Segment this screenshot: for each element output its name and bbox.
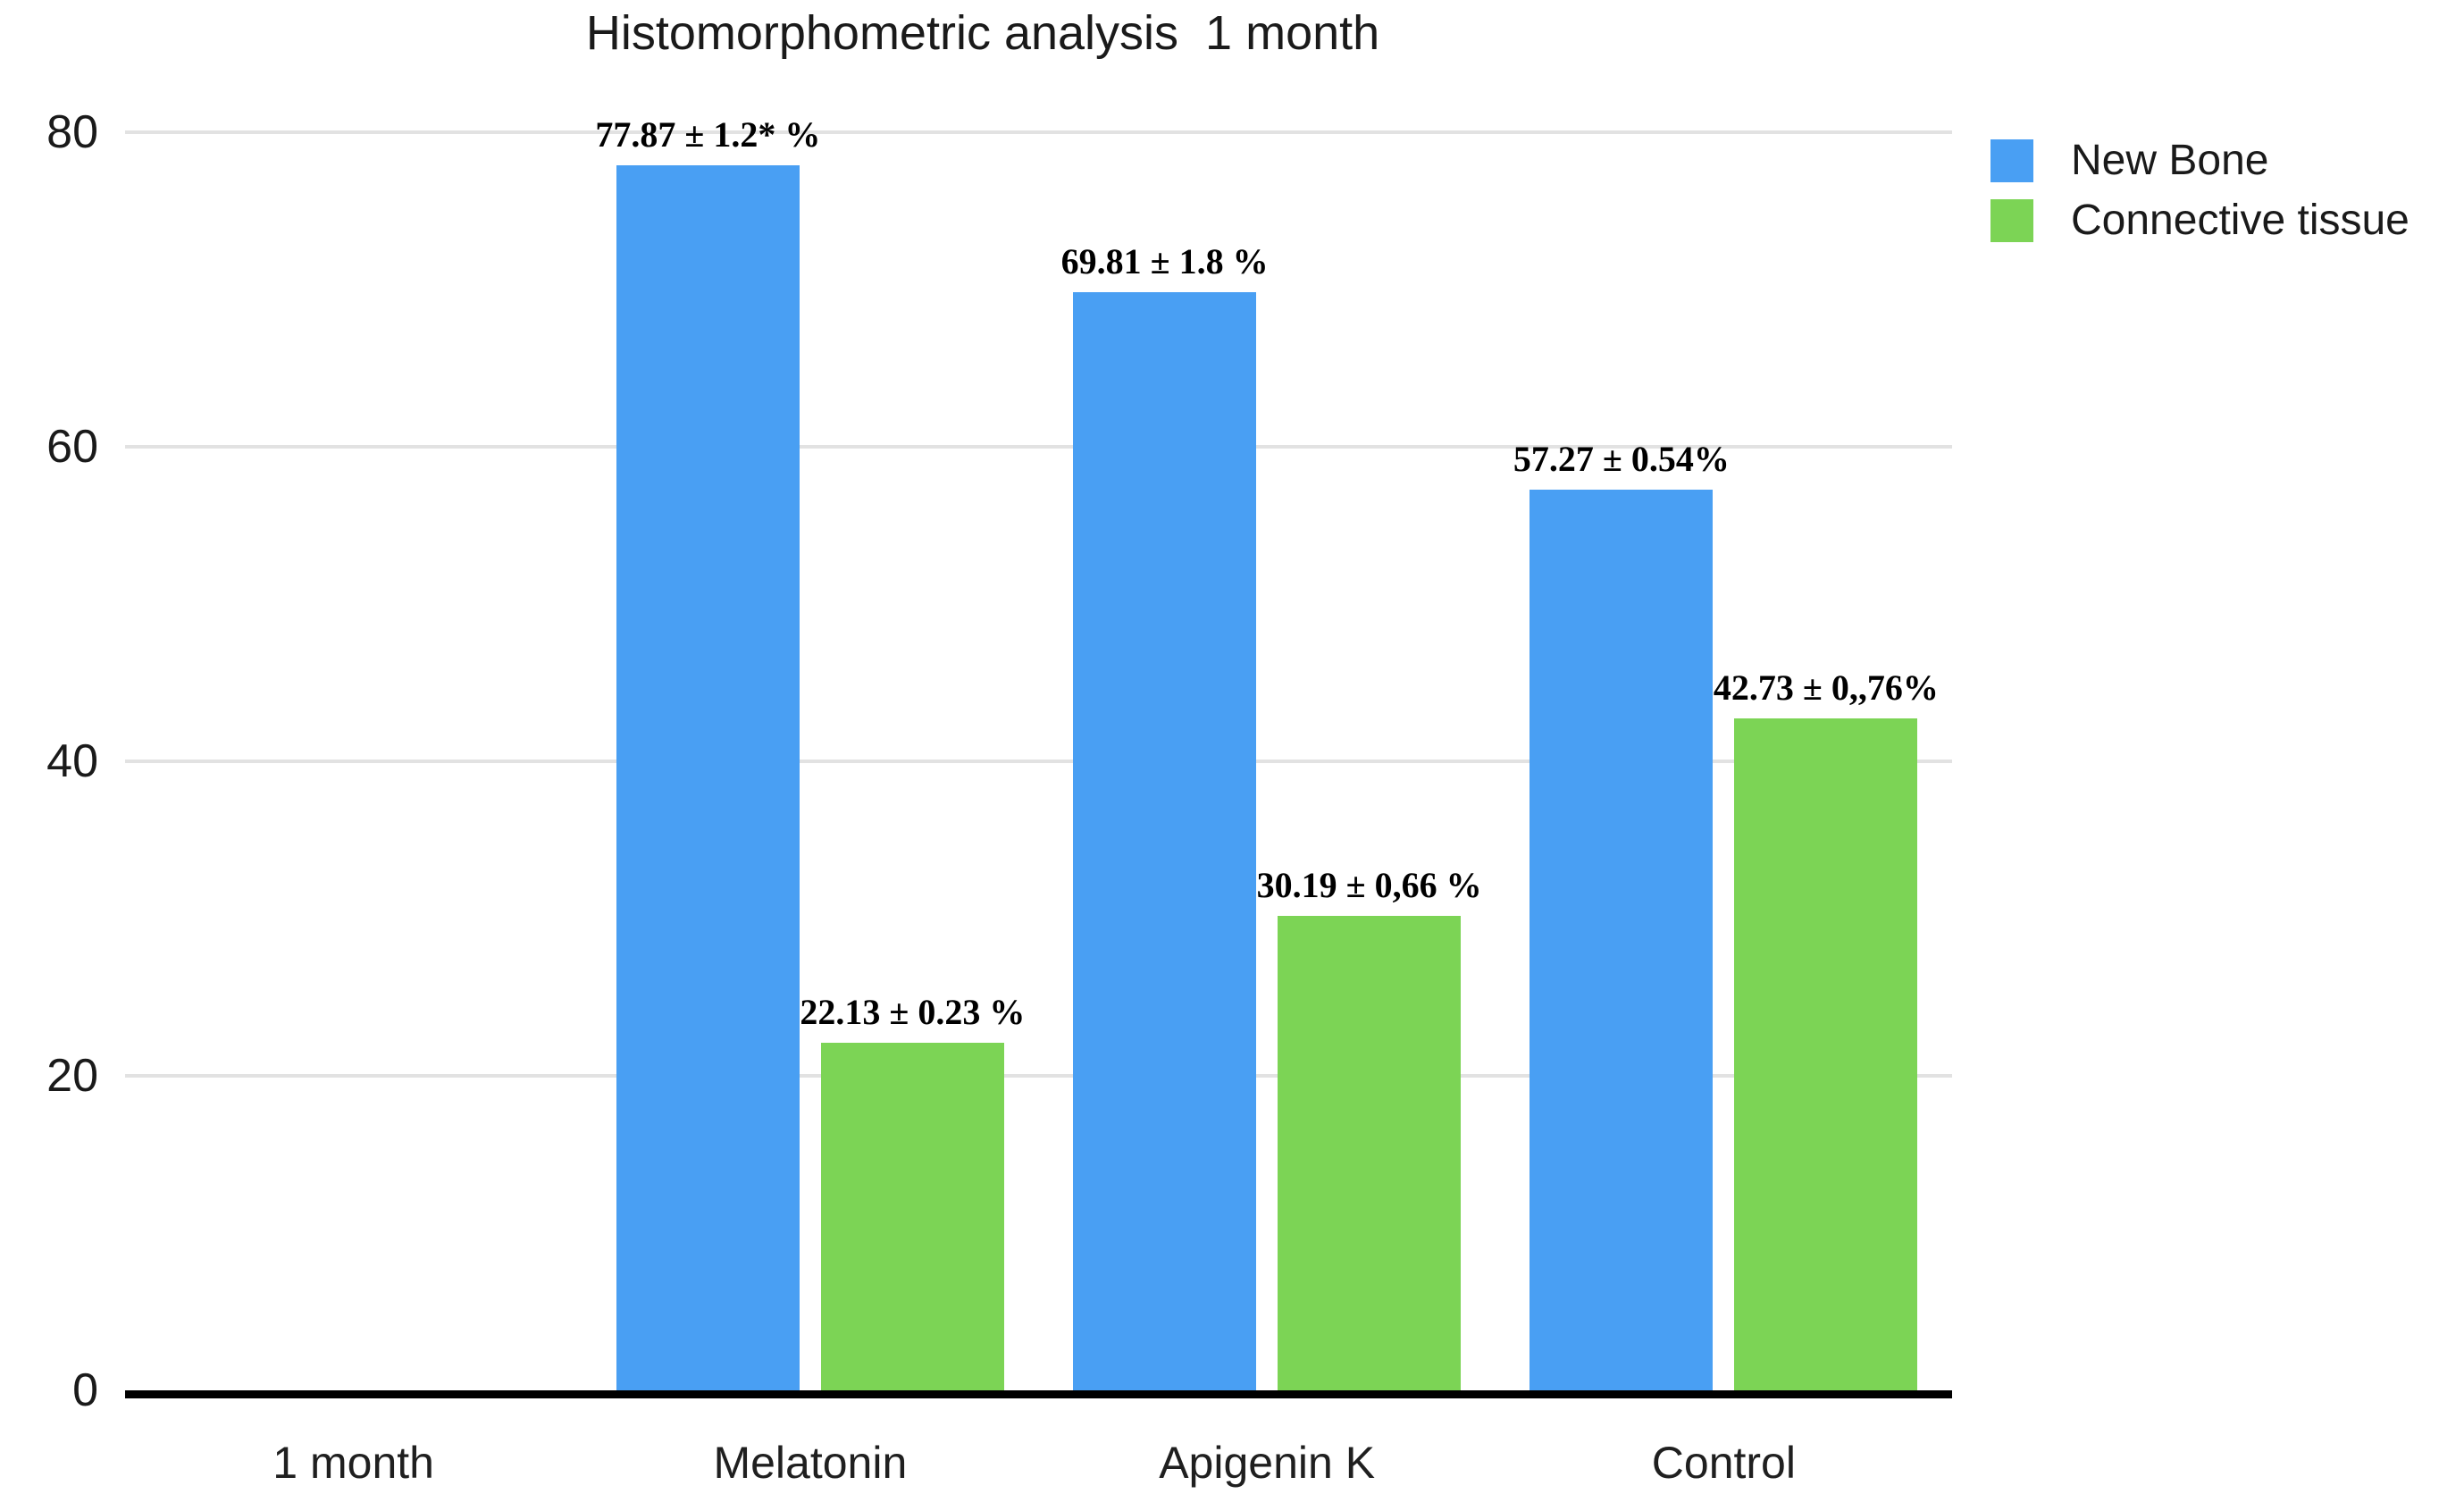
x-axis-category-label: Control <box>1651 1438 1796 1488</box>
x-axis-line <box>125 1390 1952 1398</box>
x-axis-category-label: 1 month <box>272 1438 434 1488</box>
legend-swatch-new-bone <box>1990 138 2033 182</box>
legend-label-connective-tissue: Connective tissue <box>2071 197 2410 244</box>
bar-value-label: 57.27 ± 0.54% <box>1513 439 1730 480</box>
legend-swatch-connective-tissue <box>1990 198 2033 242</box>
bar-new-bone-apigenin-k <box>1073 292 1257 1390</box>
y-axis-tick-label: 60 <box>46 421 98 473</box>
legend-row: New Bone <box>1990 136 2410 185</box>
y-axis-tick-label: 80 <box>46 106 98 158</box>
bar-connective-tissue-control <box>1734 718 1918 1390</box>
bar-new-bone-control <box>1530 490 1714 1390</box>
gridline <box>125 445 1952 449</box>
gridline <box>125 760 1952 763</box>
bar-value-label: 42.73 ± 0,,76% <box>1713 667 1939 708</box>
legend-label-new-bone: New Bone <box>2071 137 2269 184</box>
y-axis-tick-label: 40 <box>46 735 98 787</box>
bar-value-label: 77.87 ± 1.2* % <box>595 114 821 155</box>
bar-value-label: 69.81 ± 1.8 % <box>1060 241 1269 282</box>
y-axis-tick-label: 20 <box>46 1050 98 1102</box>
bar-connective-tissue-melatonin <box>820 1042 1004 1390</box>
gridline <box>125 1074 1952 1078</box>
bar-new-bone-melatonin <box>616 165 800 1390</box>
gridline <box>125 130 1952 134</box>
bar-value-label: 22.13 ± 0.23 % <box>800 991 1026 1032</box>
x-axis-category-label: Apigenin K <box>1159 1438 1376 1488</box>
legend-row: Connective tissue <box>1990 196 2410 245</box>
legend: New Bone Connective tissue <box>1990 136 2410 256</box>
x-axis-category-label: Melatonin <box>713 1438 908 1488</box>
bar-connective-tissue-apigenin-k <box>1278 915 1462 1390</box>
bar-value-label: 30.19 ± 0,66 % <box>1256 864 1482 905</box>
chart-title: Histomorphometric analysis 1 month <box>585 6 1380 60</box>
y-axis-tick-label: 0 <box>72 1364 98 1416</box>
